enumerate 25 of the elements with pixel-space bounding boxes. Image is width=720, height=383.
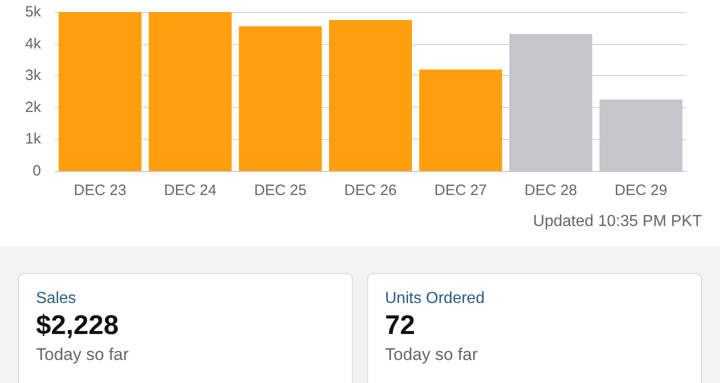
y-tick-label: 5k [25,4,42,20]
text: Updated 10:35 PM PKT [532,213,703,231]
x-tick-label: DEC 29 [614,182,668,199]
y-tick-label: 2k [25,98,42,116]
y-tick-label: 1k [25,130,42,148]
bar [419,70,502,171]
text: Units Ordered [385,290,486,308]
y-tick-label: 0 [32,162,41,180]
x-tick-label: DEC 24 [164,182,216,199]
y-tick-label: 4k [25,35,42,52]
text: Today so far [36,345,130,365]
bar [148,12,232,171]
x-tick-label: DEC 23 [74,182,126,199]
bar [58,12,142,171]
bar [329,20,412,171]
text: $2,228 [36,310,120,341]
text: Today so far [385,345,479,365]
text: Sales [36,290,78,308]
x-tick-label: DEC 27 [434,182,487,199]
x-tick-label: DEC 25 [254,182,307,199]
text: 72 [385,310,416,341]
bar [238,26,322,171]
x-tick-label: DEC 28 [524,182,578,199]
y-tick-label: 3k [25,67,42,84]
x-tick-label: DEC 26 [344,182,397,199]
